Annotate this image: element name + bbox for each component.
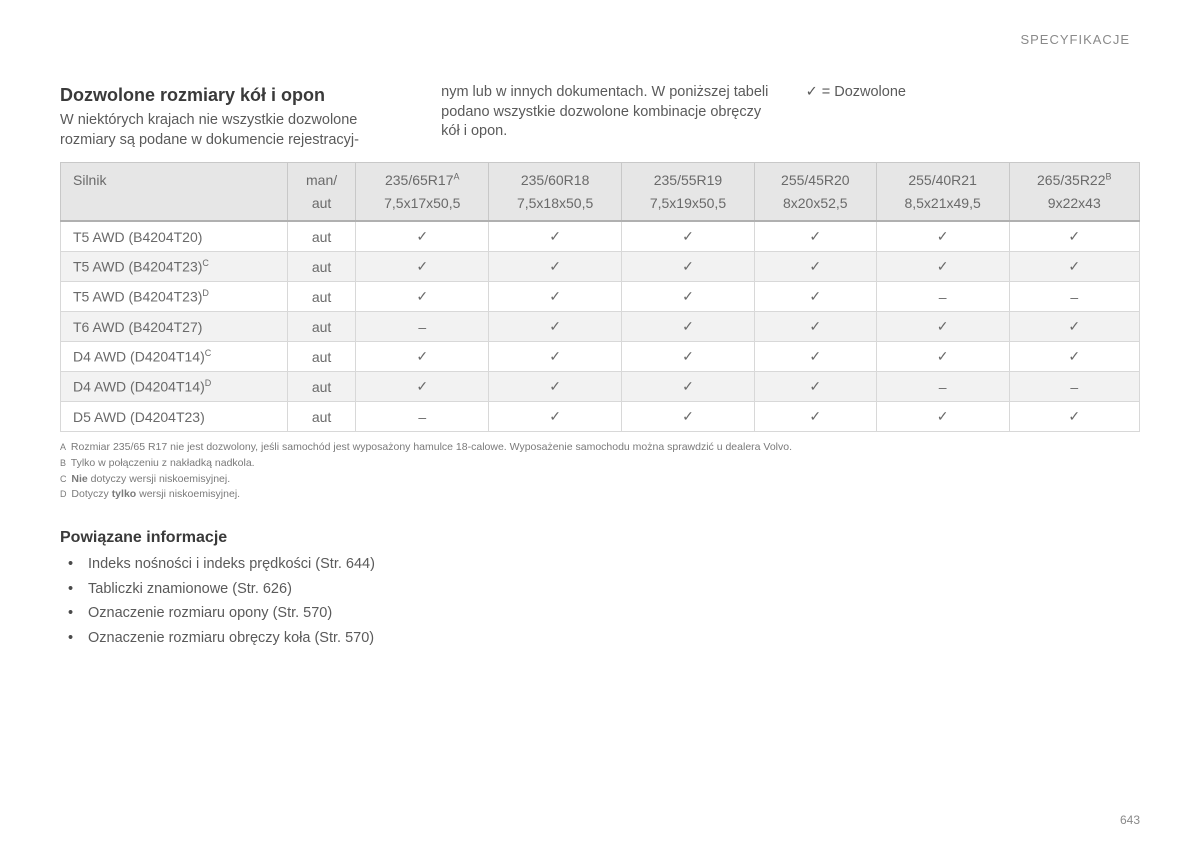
value-cell: – <box>876 372 1009 402</box>
value-cell: ✓ <box>622 221 755 252</box>
value-cell: ✓ <box>754 342 876 372</box>
value-cell: – <box>1009 282 1139 312</box>
value-cell: ✓ <box>1009 312 1139 342</box>
engine-cell: D5 AWD (D4204T23) <box>61 402 288 432</box>
value-cell: ✓ <box>1009 402 1139 432</box>
table-row: D4 AWD (D4204T14)Daut✓✓✓✓–– <box>61 372 1140 402</box>
value-cell: ✓ <box>356 372 489 402</box>
th-size-5: 265/35R22B9x22x43 <box>1009 163 1139 221</box>
related-item: Tabliczki znamionowe (Str. 626) <box>64 578 1140 600</box>
value-cell: ✓ <box>876 252 1009 282</box>
engine-cell: T6 AWD (B4204T27) <box>61 312 288 342</box>
intro-text-mid: nym lub w innych dokumentach. W poniższe… <box>441 84 768 139</box>
value-cell: ✓ <box>754 312 876 342</box>
value-cell: ✓ <box>622 312 755 342</box>
value-cell: ✓ <box>356 252 489 282</box>
footnote: B Tylko w połączeniu z nakładką nadkola. <box>60 456 1140 472</box>
legend-text: ✓ = Dozwolone <box>806 84 906 100</box>
related-item: Oznaczenie rozmiaru obręczy koła (Str. 5… <box>64 627 1140 649</box>
value-cell: ✓ <box>489 312 622 342</box>
th-size-3: 255/45R208x20x52,5 <box>754 163 876 221</box>
value-cell: ✓ <box>622 372 755 402</box>
table-row: T6 AWD (B4204T27)aut–✓✓✓✓✓ <box>61 312 1140 342</box>
value-cell: – <box>876 282 1009 312</box>
footnote: D Dotyczy tylko wersji niskoemisyjnej. <box>60 487 1140 503</box>
th-engine: Silnik <box>61 163 288 221</box>
engine-cell: T5 AWD (B4204T23)D <box>61 282 288 312</box>
value-cell: ✓ <box>489 342 622 372</box>
value-cell: ✓ <box>356 282 489 312</box>
value-cell: ✓ <box>356 342 489 372</box>
th-trans: man/ aut <box>287 163 356 221</box>
related-item: Oznaczenie rozmiaru opony (Str. 570) <box>64 602 1140 624</box>
value-cell: ✓ <box>1009 221 1139 252</box>
table-row: D5 AWD (D4204T23)aut–✓✓✓✓✓ <box>61 402 1140 432</box>
value-cell: ✓ <box>1009 252 1139 282</box>
value-cell: ✓ <box>876 402 1009 432</box>
page-number: 643 <box>1120 813 1140 827</box>
value-cell: ✓ <box>622 282 755 312</box>
table-row: T5 AWD (B4204T23)Caut✓✓✓✓✓✓ <box>61 252 1140 282</box>
value-cell: – <box>356 402 489 432</box>
value-cell: ✓ <box>876 221 1009 252</box>
th-size-2: 235/55R197,5x19x50,5 <box>622 163 755 221</box>
value-cell: ✓ <box>876 312 1009 342</box>
related-item: Indeks nośności i indeks prędkości (Str.… <box>64 553 1140 575</box>
value-cell: ✓ <box>754 372 876 402</box>
footnote: C Nie dotyczy wersji niskoemisyjnej. <box>60 472 1140 488</box>
th-size-4: 255/40R218,5x21x49,5 <box>876 163 1009 221</box>
value-cell: ✓ <box>622 342 755 372</box>
table-row: T5 AWD (B4204T23)Daut✓✓✓✓–– <box>61 282 1140 312</box>
value-cell: ✓ <box>356 221 489 252</box>
trans-cell: aut <box>287 342 356 372</box>
table-row: D4 AWD (D4204T14)Caut✓✓✓✓✓✓ <box>61 342 1140 372</box>
value-cell: ✓ <box>754 252 876 282</box>
value-cell: – <box>356 312 489 342</box>
value-cell: ✓ <box>489 221 622 252</box>
related-info: Powiązane informacje Indeks nośności i i… <box>60 529 1140 649</box>
value-cell: ✓ <box>622 402 755 432</box>
th-size-0: 235/65R17A7,5x17x50,5 <box>356 163 489 221</box>
trans-cell: aut <box>287 252 356 282</box>
intro-text-left: W niektórych krajach nie wszystkie dozwo… <box>60 112 359 148</box>
engine-cell: T5 AWD (B4204T23)C <box>61 252 288 282</box>
value-cell: ✓ <box>489 282 622 312</box>
value-cell: ✓ <box>754 221 876 252</box>
trans-cell: aut <box>287 312 356 342</box>
trans-cell: aut <box>287 282 356 312</box>
th-size-1: 235/60R187,5x18x50,5 <box>489 163 622 221</box>
table-row: T5 AWD (B4204T20)aut✓✓✓✓✓✓ <box>61 221 1140 252</box>
footnotes: A Rozmiar 235/65 R17 nie jest dozwolony,… <box>60 440 1140 503</box>
page-title: Dozwolone rozmiary kół i opon <box>60 83 411 107</box>
sizes-table: Silnik man/ aut 235/65R17A7,5x17x50,5 23… <box>60 162 1140 432</box>
trans-cell: aut <box>287 372 356 402</box>
value-cell: ✓ <box>489 372 622 402</box>
engine-cell: T5 AWD (B4204T20) <box>61 221 288 252</box>
engine-cell: D4 AWD (D4204T14)C <box>61 342 288 372</box>
section-label: SPECYFIKACJE <box>60 32 1140 47</box>
trans-cell: aut <box>287 221 356 252</box>
value-cell: ✓ <box>1009 342 1139 372</box>
related-heading: Powiązane informacje <box>60 529 1140 547</box>
intro-block: Dozwolone rozmiary kół i opon W niektóry… <box>60 83 1140 150</box>
engine-cell: D4 AWD (D4204T14)D <box>61 372 288 402</box>
value-cell: – <box>1009 372 1139 402</box>
value-cell: ✓ <box>876 342 1009 372</box>
value-cell: ✓ <box>754 402 876 432</box>
trans-cell: aut <box>287 402 356 432</box>
footnote: A Rozmiar 235/65 R17 nie jest dozwolony,… <box>60 440 1140 456</box>
value-cell: ✓ <box>754 282 876 312</box>
value-cell: ✓ <box>489 252 622 282</box>
value-cell: ✓ <box>489 402 622 432</box>
value-cell: ✓ <box>622 252 755 282</box>
